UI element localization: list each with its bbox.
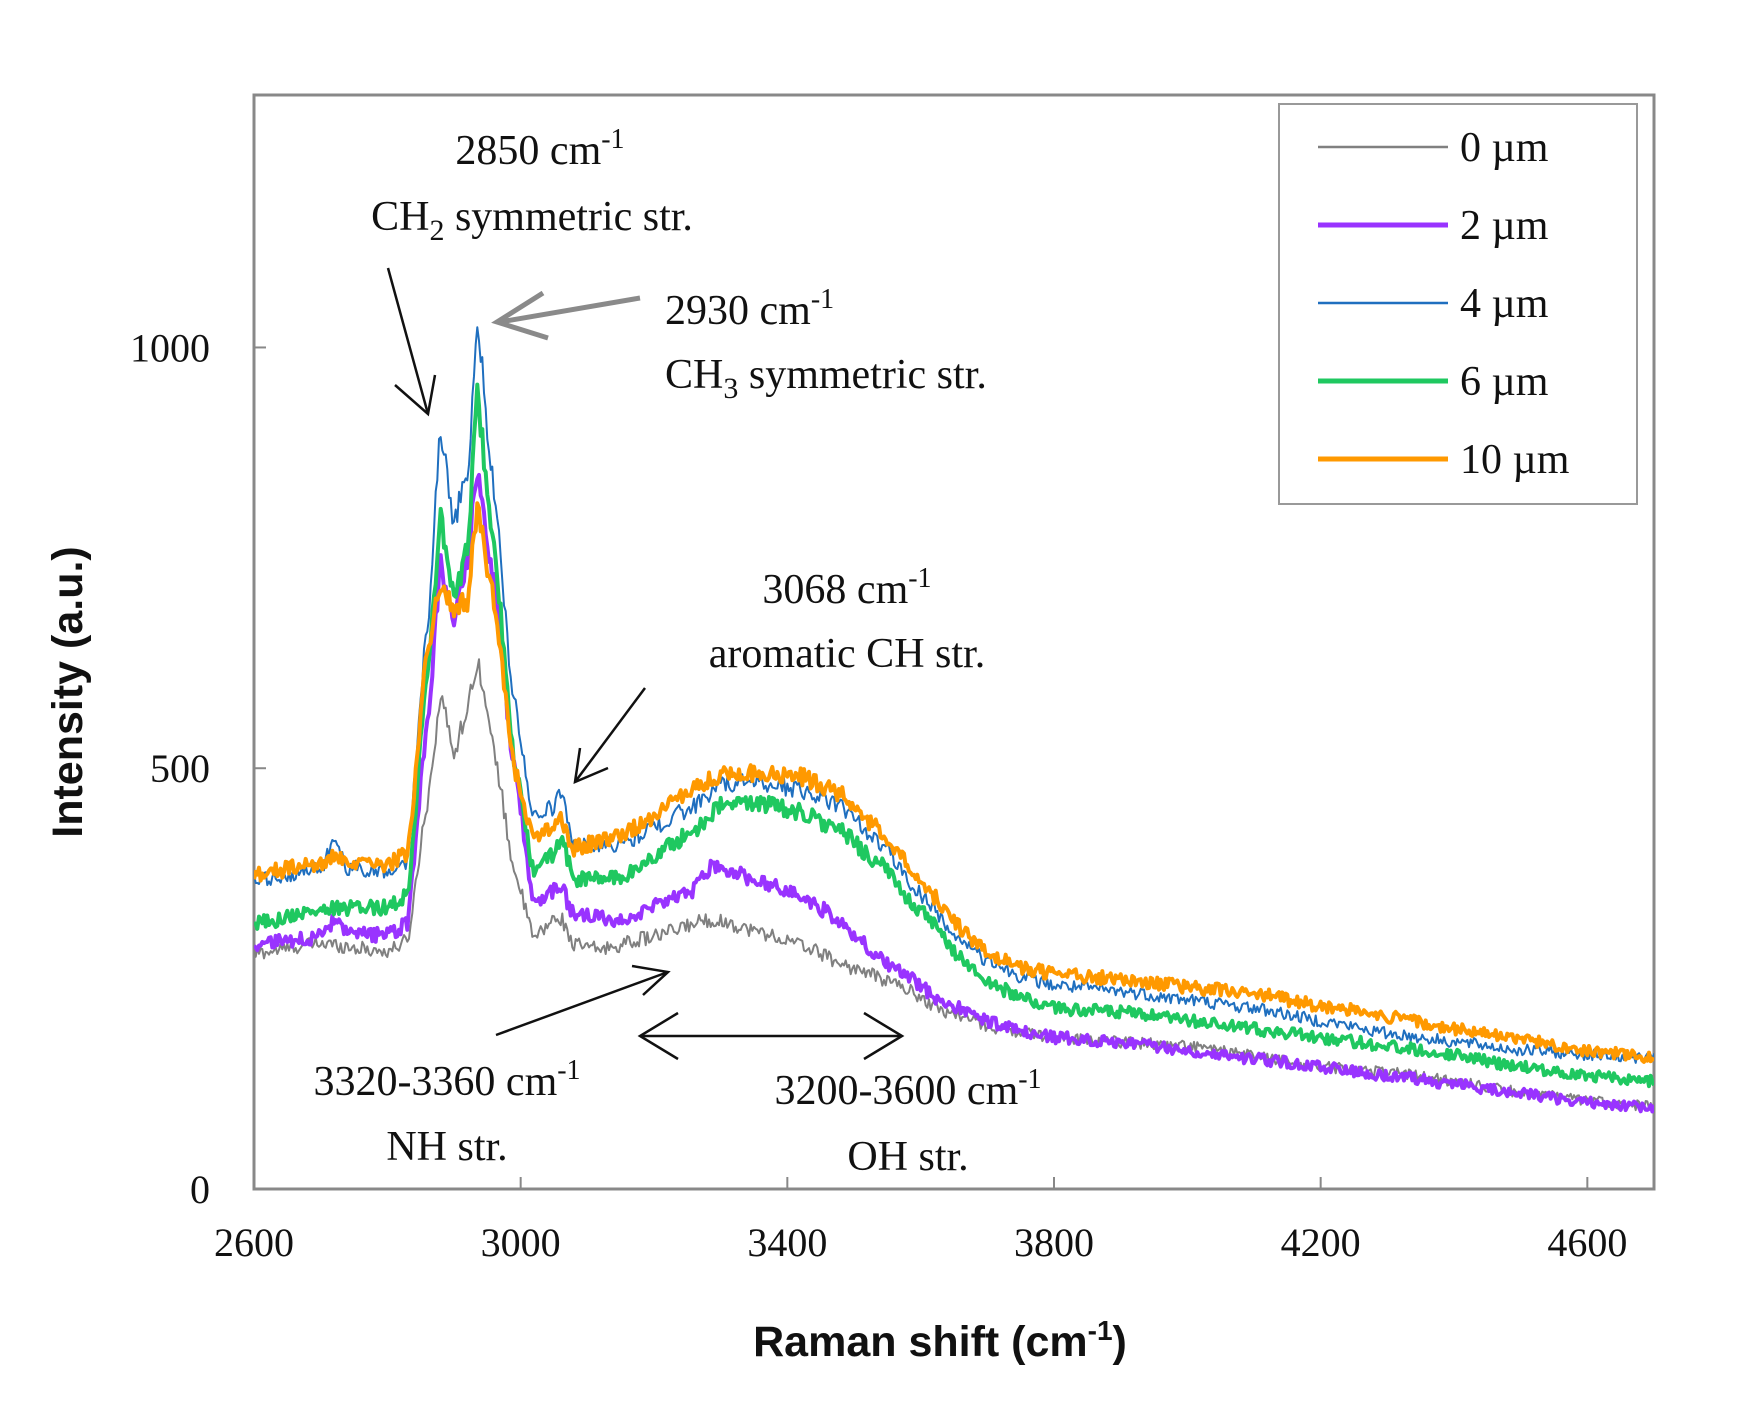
legend-label: 2 µm [1460,203,1549,249]
annotation-3068: 3068 cm-1 aromatic CH str. [709,563,985,677]
svg-text:aromatic CH str.: aromatic CH str. [709,631,985,677]
svg-text:3068 cm-1: 3068 cm-1 [762,563,931,613]
svg-text:CH3 symmetric str.: CH3 symmetric str. [665,352,987,405]
svg-text:3320-3360 cm-1: 3320-3360 cm-1 [313,1055,580,1105]
legend-label: 4 µm [1460,281,1549,327]
annotation-arrows [386,267,905,1061]
x-axis-title: Raman shift (cm-1) [753,1315,1127,1366]
svg-text:3200-3600 cm-1: 3200-3600 cm-1 [774,1064,1041,1114]
series-layer [254,326,1654,1114]
arrow-3068-head [573,747,609,785]
svg-text:OH str.: OH str. [847,1134,968,1180]
series-line-0 [254,658,1654,1112]
x-tick-label: 3400 [747,1220,827,1265]
arrow-oh-right-head [863,1011,905,1061]
arrow-nh [495,970,669,1037]
arrow-2850-head [394,374,437,417]
x-tick-label: 4600 [1547,1220,1627,1265]
y-tick-label: 500 [150,746,210,791]
y-tick-label: 1000 [130,325,210,370]
arrow-2930-head [491,290,549,341]
series-line-3 [254,382,1654,1089]
annotation-nh: 3320-3360 cm-1 NH str. [313,1055,580,1170]
arrow-2850 [386,267,430,415]
legend-label: 0 µm [1460,125,1549,171]
legend-label: 10 µm [1460,437,1570,483]
y-axis-ticks: 0 500 1000 [130,325,266,1212]
svg-text:2930 cm-1: 2930 cm-1 [665,284,834,334]
series-line-2 [254,326,1654,1064]
x-axis-ticks: 2600 3000 3400 3800 4200 4600 [214,1177,1627,1265]
x-tick-label: 4200 [1281,1220,1361,1265]
annotation-2850: 2850 cm-1 CH2 symmetric str. [371,124,693,247]
arrow-3068 [573,687,647,783]
svg-text:2850 cm-1: 2850 cm-1 [455,124,624,174]
arrow-nh-head [631,964,671,996]
legend-label: 6 µm [1460,359,1549,405]
x-tick-label: 3800 [1014,1220,1094,1265]
legend: 0 µm 2 µm 4 µm 6 µm 10 µm [1278,103,1638,505]
svg-text:CH2 symmetric str.: CH2 symmetric str. [371,194,693,247]
series-line-4 [254,501,1654,1064]
x-tick-label: 3000 [481,1220,561,1265]
annotation-oh: 3200-3600 cm-1 OH str. [774,1064,1041,1180]
annotation-2930: 2930 cm-1 CH3 symmetric str. [665,284,987,405]
series-line-1 [254,472,1654,1114]
y-tick-label: 0 [190,1167,210,1212]
arrow-2930 [499,295,641,325]
svg-text:NH str.: NH str. [386,1124,507,1170]
arrow-oh-left-head [637,1011,679,1061]
x-tick-label: 2600 [214,1220,294,1265]
y-axis-title: Intensity (a.u.) [44,546,92,837]
